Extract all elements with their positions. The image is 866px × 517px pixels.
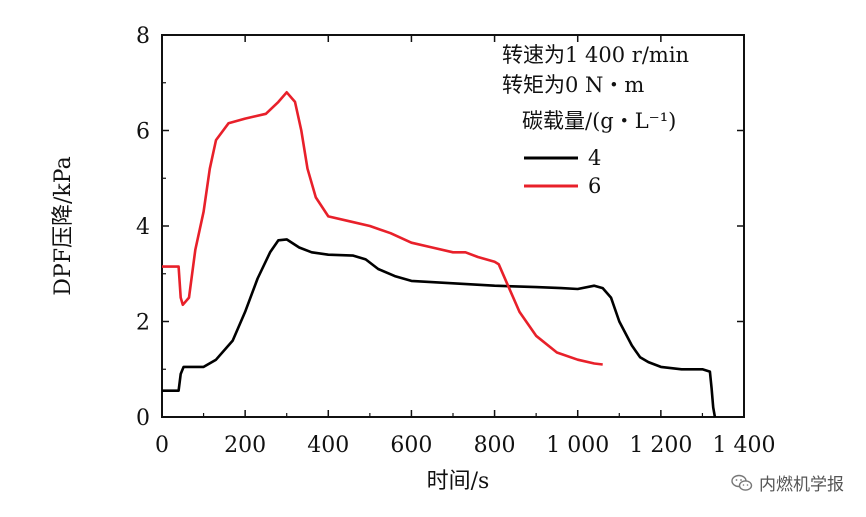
x-tick-label: 0: [155, 433, 169, 458]
series-layer: [162, 91, 717, 418]
annotation-speed: 转速为1 400 r/min: [502, 43, 689, 67]
x-tick-label: 400: [307, 433, 349, 458]
series-line-4: [162, 238, 717, 418]
y-tick-label: 8: [136, 24, 150, 49]
annotation-torque: 转矩为0 N・m: [502, 73, 644, 97]
y-tick-label: 4: [136, 215, 150, 240]
x-axis-title: 时间/s: [427, 469, 490, 494]
y-tick-label: 0: [136, 406, 150, 431]
x-tick-label: 200: [224, 433, 266, 458]
x-tick-label: 1 400: [713, 433, 776, 458]
axis-ticks: [161, 34, 745, 418]
y-tick-label: 2: [136, 311, 150, 336]
legend-label-4: 4: [588, 146, 601, 170]
x-tick-label: 600: [390, 433, 432, 458]
x-tick-label: 800: [474, 433, 516, 458]
x-tick-labels: 0 200 400 600 800 1 000 1 200 1 400: [155, 433, 775, 458]
legend-title: 碳载量/(g・L⁻¹): [522, 109, 676, 133]
watermark: 内燃机学报: [731, 470, 844, 495]
y-tick-labels: 0 2 4 6 8: [136, 24, 150, 431]
watermark-text: 内燃机学报: [759, 475, 844, 495]
y-axis-title: DPF压降/kPa: [51, 156, 76, 295]
plot-frame: [161, 34, 745, 418]
wechat-icon: [731, 474, 753, 491]
legend-label-6: 6: [588, 174, 601, 198]
series-line-6: [162, 91, 603, 366]
x-tick-label: 1 200: [629, 433, 692, 458]
y-tick-label: 6: [136, 120, 150, 145]
x-tick-label: 1 000: [546, 433, 609, 458]
